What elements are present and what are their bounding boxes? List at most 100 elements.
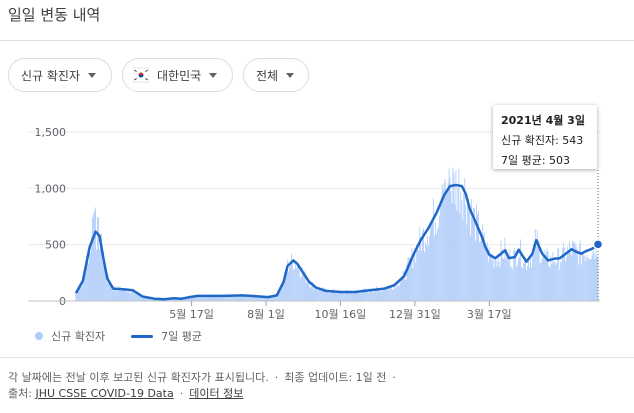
daily-case-bar [453,172,455,301]
daily-case-bar [561,261,563,301]
daily-case-bar [412,268,414,301]
daily-case-bar [84,272,86,301]
daily-case-bar [296,265,298,301]
daily-case-bar [450,191,452,301]
daily-case-bar [93,214,94,301]
daily-case-bar [213,295,215,301]
daily-case-bar [96,249,97,301]
daily-case-bar [277,295,279,301]
daily-case-bar [479,241,480,301]
daily-case-bar [124,287,126,301]
daily-case-bar [437,226,439,301]
daily-case-bar [463,193,465,301]
daily-case-bar [101,260,103,301]
chart-legend: 신규 확진자 7일 평균 [35,328,202,344]
daily-case-bar [204,295,206,301]
daily-case-bar [214,296,216,301]
daily-case-bar [327,291,329,301]
daily-case-bar [553,262,555,301]
x-tick-label: 3월 17일 [467,307,512,321]
daily-case-bar [487,261,489,301]
daily-case-bar [524,257,525,301]
daily-case-bar [199,296,201,301]
daily-case-bar [575,246,577,301]
source-link[interactable]: JHU CSSE COVID-19 Data [35,387,174,400]
daily-case-bar [139,293,141,301]
daily-case-bar [558,247,560,301]
daily-case-bar [594,258,596,301]
daily-case-bar [133,290,135,301]
daily-case-bar [475,240,476,301]
daily-case-bar [439,201,441,301]
daily-case-bar [458,168,460,301]
daily-case-bar [343,293,345,301]
daily-case-bar [392,289,394,301]
daily-case-bar [415,262,417,301]
daily-case-bar [147,296,149,301]
daily-case-bar [232,295,234,301]
daily-case-bar [394,284,396,301]
data-info-link[interactable]: 데이터 정보 [189,387,244,400]
metric-dropdown[interactable]: 신규 확진자 [8,58,112,92]
daily-case-bar [192,297,193,301]
daily-case-bar [565,261,567,301]
daily-case-bar [95,207,96,301]
daily-case-bar [566,257,568,301]
daily-case-bar [191,295,192,301]
daily-case-bar [489,253,491,301]
daily-case-bar [311,282,313,301]
daily-case-bar [295,268,297,301]
daily-case-bar [346,291,348,301]
daily-case-bar [307,283,309,301]
daily-case-bar [289,267,290,301]
daily-case-bar [247,295,249,301]
daily-case-bar [127,291,129,301]
daily-case-bar [262,296,264,301]
daily-case-bar [527,259,529,301]
daily-case-bar [367,290,369,301]
daily-case-bar [118,290,120,301]
daily-case-bar [212,296,214,301]
daily-case-bar [117,285,119,301]
region-dropdown[interactable]: 대한민국 [122,58,233,92]
daily-case-bar [126,291,128,301]
daily-case-bar [484,249,486,301]
daily-case-bar [91,236,93,301]
daily-case-bar [145,297,146,301]
daily-case-bar [496,266,498,301]
daily-case-bar [369,287,371,301]
daily-case-bar [578,245,580,301]
daily-case-bar [79,286,81,301]
average-line [74,183,599,301]
daily-case-bar [593,252,595,301]
daily-case-bar [350,291,352,301]
daily-case-bar [433,236,435,301]
daily-case-bar [325,288,327,301]
daily-case-bar [517,264,519,301]
daily-case-bar [389,285,391,301]
daily-case-bar [386,287,388,301]
daily-case-bar [329,292,330,301]
daily-case-bar [305,282,307,301]
daily-case-bar [552,252,554,301]
x-tick-label: 10월 16일 [315,307,367,321]
daily-case-bar [306,280,308,301]
daily-case-bar [387,289,389,301]
daily-case-bar [483,232,485,301]
daily-case-bar [196,297,198,301]
daily-case-bar [374,290,376,301]
daily-case-bar [222,297,224,301]
daily-case-bar [285,272,286,301]
range-dropdown[interactable]: 전체 [243,58,309,92]
daily-case-bar [362,288,364,301]
daily-case-bar [240,295,241,301]
daily-case-bar [395,288,397,301]
daily-case-bar [276,295,278,301]
daily-case-bar [237,295,238,301]
daily-case-bar [391,289,393,301]
daily-case-bar [141,296,142,301]
daily-case-bar [443,182,445,301]
daily-case-bar [379,288,380,301]
daily-case-bar [132,289,134,301]
daily-case-bar [396,281,398,301]
